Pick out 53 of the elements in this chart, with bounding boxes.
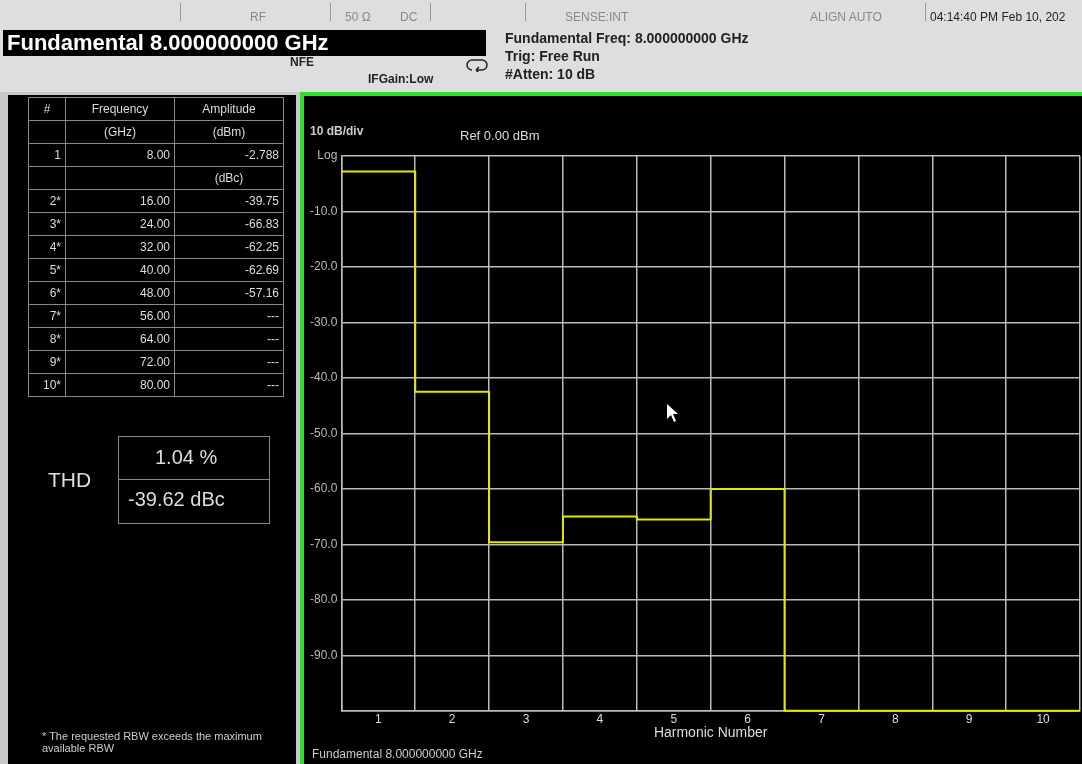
text: # Frequency Amplitude — [43, 102, 256, 116]
text: Fundamental 8.000000000 GHz — [312, 747, 483, 761]
y-tick-label: -90.0 — [309, 647, 338, 662]
x-tick-label: 5 — [670, 712, 678, 727]
text: -39.62 dBc — [128, 488, 225, 511]
y-tick-label: -20.0 — [309, 259, 338, 274]
text: 4* 32.00 -62.25 — [49, 240, 279, 254]
x-tick-label: 9 — [965, 712, 973, 727]
chart-title: Fundamental 8.000000000 GHz — [3, 30, 486, 56]
y-tick-label: -60.0 — [309, 481, 338, 496]
text: 6* 48.00 -57.16 — [49, 286, 279, 300]
x-tick-label: 7 — [818, 712, 826, 727]
text: #Atten: 10 dB — [505, 66, 596, 82]
y-tick-label: -50.0 — [309, 425, 338, 440]
text: (dBc) — [174, 166, 284, 190]
text: Fundamental Freq: 8.000000000 GHz — [505, 30, 749, 46]
text: 5* 40.00 -62.69 — [49, 263, 279, 277]
y-tick-label: -70.0 — [309, 536, 338, 551]
text: 1 8.00 -2.788 — [54, 148, 279, 162]
text: 04:14:40 PM Feb 10, 202 — [930, 10, 1066, 24]
x-tick-label: 6 — [744, 712, 752, 727]
x-axis-title: Harmonic Number — [653, 724, 768, 741]
x-tick-label: 8 — [891, 712, 899, 727]
x-tick-label: 2 — [448, 712, 456, 727]
text: 9* 72.00 --- — [49, 355, 279, 369]
text: 1.04 % — [155, 446, 218, 469]
x-tick-label: 4 — [596, 712, 604, 727]
text: RF — [250, 10, 266, 24]
text: IFGain:Low — [368, 72, 434, 86]
y-tick-label: Log — [317, 148, 338, 163]
text: THD — [48, 468, 92, 492]
y-tick-label: -30.0 — [309, 314, 338, 329]
text: SENSE:INT — [565, 10, 629, 24]
text: NFE — [290, 55, 314, 69]
y-tick-label: -10.0 — [309, 203, 338, 218]
text: 7* 56.00 --- — [49, 309, 279, 323]
text: (GHz) (dBm) — [104, 125, 246, 139]
text: 3* 24.00 -66.83 — [49, 217, 279, 231]
y-tick-label: -80.0 — [309, 592, 338, 607]
text: 10 dB/div — [310, 124, 364, 138]
text: * The requested RBW exceeds the maximum available RBW — [42, 730, 263, 754]
x-tick-label: 3 — [522, 712, 530, 727]
text: Trig: Free Run — [505, 48, 600, 64]
text: 10* 80.00 --- — [42, 378, 279, 392]
text: ALIGN AUTO — [810, 10, 882, 24]
text: 50 Ω — [345, 10, 371, 24]
x-tick-label: 1 — [374, 712, 382, 727]
y-tick-label: -40.0 — [309, 370, 338, 385]
x-tick-label: 10 — [1036, 712, 1051, 727]
text: Ref 0.00 dBm — [460, 128, 540, 143]
text: 2* 16.00 -39.75 — [49, 194, 279, 208]
text: 8* 64.00 --- — [49, 332, 279, 346]
text: DC — [400, 10, 418, 24]
